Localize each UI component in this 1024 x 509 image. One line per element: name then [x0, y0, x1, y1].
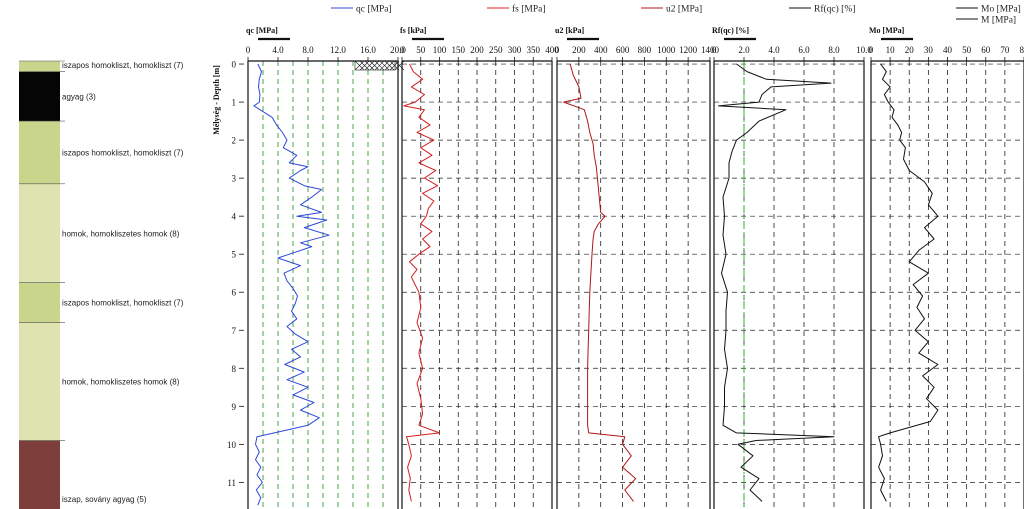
x-tick-label: 2.0 — [738, 45, 750, 55]
hatch-stroke — [384, 60, 395, 71]
depth-tick-label: 7 — [232, 326, 237, 336]
panel-title: u2 [kPa] — [555, 26, 584, 35]
depth-tick-label: 11 — [227, 478, 236, 488]
x-tick-label: 4.0 — [768, 45, 780, 55]
depth-tick-label: 4 — [232, 212, 237, 222]
hatch-stroke — [359, 60, 370, 71]
x-tick-label: 400 — [594, 45, 608, 55]
soil-layer-label: homok, homokliszetes homok (8) — [62, 378, 180, 387]
panel-0: 0 4.0 8.0 12.0 16.0 20.0 qc [MPa] — [246, 26, 406, 509]
x-tick-label: 800 — [638, 45, 652, 55]
soil-layer-fill — [19, 322, 60, 441]
legend-label: u2 [MPa] — [666, 5, 702, 15]
x-tick-label: 40 — [943, 45, 953, 55]
x-tick-label: 80 — [1020, 45, 1024, 55]
x-tick-label: 16.0 — [360, 45, 376, 55]
panel-3: 0 2.0 4.0 6.0 8.0 10.0 Rf(qc) [%] — [712, 26, 872, 509]
x-tick-label: 200 — [572, 45, 586, 55]
hatch-stroke — [379, 60, 390, 71]
series-line-2-0 — [563, 63, 637, 502]
x-tick-label: 250 — [489, 45, 503, 55]
x-tick-label: 8.0 — [828, 45, 840, 55]
panel-2: 0 200 400 600 800 1000 1200 1400 u2 [kPa] — [555, 26, 720, 509]
x-tick-label: 50 — [962, 45, 972, 55]
depth-tick-label: 3 — [232, 174, 237, 184]
soil-layer-label: homok, homokliszetes homok (8) — [62, 229, 180, 238]
soil-layer-label: iszapos homokliszt, homokliszt (7) — [62, 148, 184, 157]
soil-layer-fill — [19, 121, 60, 184]
depth-tick-label: 2 — [232, 136, 237, 146]
soil-layer-fill — [19, 71, 60, 122]
panel-title: qc [MPa] — [246, 26, 278, 35]
x-tick-label: 400 — [545, 45, 559, 55]
series-line-4-0 — [878, 63, 939, 502]
legend-label: M [MPa] — [981, 16, 1016, 26]
x-tick-label: 4.0 — [272, 45, 284, 55]
legend-label: fs [MPa] — [512, 4, 546, 15]
panel-title: Mo [MPa] — [869, 26, 905, 35]
x-tick-label: 1000 — [657, 45, 676, 55]
x-tick-label: 300 — [508, 45, 522, 55]
x-tick-label: 20 — [905, 45, 915, 55]
depth-axis: Mélység - Depth [m] 0 1 2 3 4 5 6 7 8 9 10 11 — [212, 60, 244, 488]
series-line-3-0 — [718, 63, 835, 502]
panel-4: 0 10 20 30 40 50 60 70 80 Mo [MPa] — [869, 26, 1024, 509]
hatch-stroke — [364, 60, 375, 71]
x-tick-label: 600 — [616, 45, 630, 55]
panel-title: Rf(qc) [%] — [712, 26, 749, 35]
depth-tick-label: 10 — [227, 440, 237, 450]
x-tick-label: 1400 — [701, 45, 720, 55]
soil-layer-fill — [19, 440, 60, 509]
depth-tick-label: 6 — [232, 288, 237, 298]
x-tick-label: 20.0 — [390, 45, 406, 55]
soil-layer-label: iszapos homokliszt, homokliszt (7) — [62, 61, 184, 70]
x-tick-label: 0 — [246, 45, 251, 55]
x-tick-label: 70 — [1000, 45, 1010, 55]
soil-layer-fill — [19, 183, 60, 283]
x-tick-label: 10.0 — [856, 45, 872, 55]
soil-layer-fill — [19, 61, 60, 72]
x-tick-label: 10 — [886, 45, 896, 55]
legend-label: Mo [MPa] — [981, 5, 1021, 15]
hatch-stroke — [369, 60, 380, 71]
depth-axis-label: Mélység - Depth [m] — [212, 65, 221, 135]
soil-layer-label: agyag (3) — [62, 92, 96, 101]
hatch-stroke — [354, 60, 365, 71]
legend-label: Rf(qc) [%] — [814, 4, 855, 15]
panel-1: 0 50 100 150 200 250 300 350 400 fs [kPa] — [400, 26, 559, 509]
x-tick-label: 60 — [981, 45, 991, 55]
soil-profile-column: iszapos homokliszt, homokliszt (7) agyag … — [19, 60, 184, 509]
soil-layer-label: iszapos homokliszt, homokliszt (7) — [62, 299, 184, 308]
series-line-0-0 — [253, 63, 330, 506]
x-tick-label: 50 — [416, 45, 426, 55]
x-tick-label: 8.0 — [302, 45, 314, 55]
x-tick-label: 350 — [527, 45, 541, 55]
soil-layer-label: iszap, sovány agyag (5) — [62, 495, 147, 504]
hatch-stroke — [374, 60, 385, 71]
x-tick-label: 0 — [869, 45, 874, 55]
legend-label: qc [MPa] — [356, 5, 392, 15]
soil-layer-fill — [19, 282, 60, 323]
depth-tick-label: 9 — [232, 402, 237, 412]
x-tick-label: 1200 — [679, 45, 698, 55]
depth-tick-label: 5 — [232, 250, 237, 260]
x-tick-label: 0 — [555, 45, 560, 55]
series-line-1-0 — [403, 63, 440, 502]
depth-tick-label: 8 — [232, 364, 237, 374]
x-tick-label: 150 — [452, 45, 466, 55]
chart-panels: 0 4.0 8.0 12.0 16.0 20.0qc [MPa]0 50 100 150 200 2… — [246, 26, 1024, 509]
x-tick-label: 6.0 — [798, 45, 810, 55]
x-tick-label: 200 — [470, 45, 484, 55]
depth-tick-label: 0 — [232, 60, 237, 70]
x-tick-label: 0 — [712, 45, 717, 55]
x-tick-label: 30 — [924, 45, 934, 55]
depth-tick-label: 1 — [232, 98, 237, 108]
x-tick-label: 0 — [400, 45, 405, 55]
x-tick-label: 100 — [433, 45, 447, 55]
legend: qc [MPa] fs [MPa] u2 [MPa] Rf(qc) [%] Mo [MP… — [331, 4, 1021, 26]
x-tick-label: 12.0 — [330, 45, 346, 55]
hatch-box — [354, 60, 405, 71]
panel-title: fs [kPa] — [400, 26, 427, 35]
